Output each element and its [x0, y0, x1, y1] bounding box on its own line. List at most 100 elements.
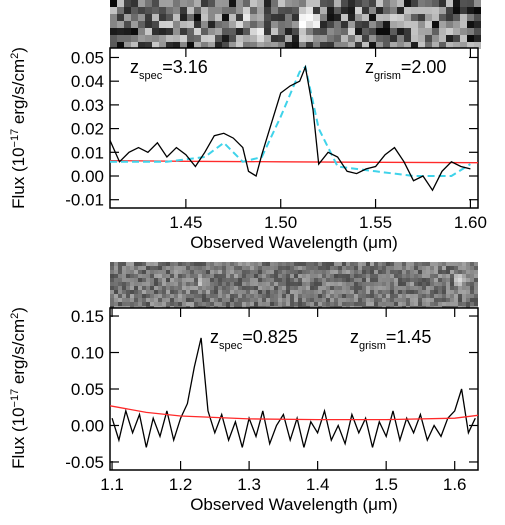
pixel	[150, 278, 154, 282]
pixel	[358, 266, 362, 270]
pixel	[243, 7, 250, 14]
pixel	[274, 294, 278, 298]
pixel	[222, 282, 226, 286]
pixel	[426, 294, 430, 298]
pixel	[278, 21, 285, 28]
pixel	[215, 0, 222, 7]
pixel	[173, 42, 180, 49]
pixel	[194, 278, 198, 282]
pixel	[118, 302, 122, 306]
pixel	[154, 270, 158, 274]
pixel	[442, 294, 446, 298]
pixel	[327, 35, 334, 42]
pixel	[398, 286, 402, 290]
plot-frame	[109, 307, 479, 471]
pixel	[430, 274, 434, 278]
pixel	[390, 294, 394, 298]
pixel	[110, 42, 117, 49]
pixel	[118, 266, 122, 270]
pixel	[242, 266, 246, 270]
pixel	[226, 298, 230, 302]
pixel	[442, 282, 446, 286]
pixel	[470, 298, 474, 302]
pixel	[370, 298, 374, 302]
pixel	[338, 302, 342, 306]
pixel	[410, 294, 414, 298]
pixel	[201, 21, 208, 28]
pixel	[194, 0, 201, 7]
pixel	[152, 35, 159, 42]
pixel	[234, 290, 238, 294]
pixel	[450, 286, 454, 290]
pixel	[215, 42, 222, 49]
pixel	[158, 282, 162, 286]
pixel	[406, 298, 410, 302]
pixel	[299, 0, 306, 7]
pixel	[118, 278, 122, 282]
pixel	[162, 262, 166, 266]
pixel	[236, 28, 243, 35]
pixel	[382, 282, 386, 286]
pixel	[202, 294, 206, 298]
pixel	[453, 21, 460, 28]
pixel	[348, 42, 355, 49]
pixel	[142, 278, 146, 282]
pixel	[234, 294, 238, 298]
pixel	[366, 290, 370, 294]
pixel	[286, 302, 290, 306]
pixel	[194, 14, 201, 21]
pixel	[322, 298, 326, 302]
pixel	[166, 266, 170, 270]
pixel	[226, 294, 230, 298]
pixel	[369, 21, 376, 28]
pixel	[402, 294, 406, 298]
pixel	[226, 286, 230, 290]
pixel	[406, 290, 410, 294]
pixel	[162, 286, 166, 290]
pixel	[170, 302, 174, 306]
pixel	[278, 302, 282, 306]
pixel	[458, 282, 462, 286]
pixel	[258, 290, 262, 294]
pixel	[402, 274, 406, 278]
pixel	[226, 266, 230, 270]
pixel	[154, 298, 158, 302]
pixel	[194, 270, 198, 274]
pixel	[474, 7, 481, 14]
pixel	[418, 14, 425, 21]
pixel	[282, 298, 286, 302]
pixel	[198, 274, 202, 278]
pixel	[334, 0, 341, 7]
pixel	[306, 294, 310, 298]
pixel	[222, 286, 226, 290]
pixel	[250, 35, 257, 42]
pixel	[131, 28, 138, 35]
pixel	[394, 262, 398, 266]
pixel	[238, 266, 242, 270]
pixel	[376, 14, 383, 21]
pixel	[348, 28, 355, 35]
pixel	[264, 42, 271, 49]
annotation: zspec=3.16	[130, 57, 208, 82]
pixel	[298, 278, 302, 282]
pixel	[186, 270, 190, 274]
pixel	[470, 278, 474, 282]
pixel	[206, 290, 210, 294]
pixel	[397, 14, 404, 21]
pixel	[374, 290, 378, 294]
pixel	[257, 35, 264, 42]
pixel	[126, 274, 130, 278]
pixel	[348, 7, 355, 14]
pixel	[159, 14, 166, 21]
pixel	[369, 14, 376, 21]
pixel	[202, 290, 206, 294]
pixel	[174, 286, 178, 290]
pixel	[342, 278, 346, 282]
pixel	[170, 282, 174, 286]
pixel	[180, 7, 187, 14]
pixel	[470, 302, 474, 306]
pixel	[418, 286, 422, 290]
pixel	[266, 290, 270, 294]
pixel	[422, 282, 426, 286]
pixel	[250, 278, 254, 282]
